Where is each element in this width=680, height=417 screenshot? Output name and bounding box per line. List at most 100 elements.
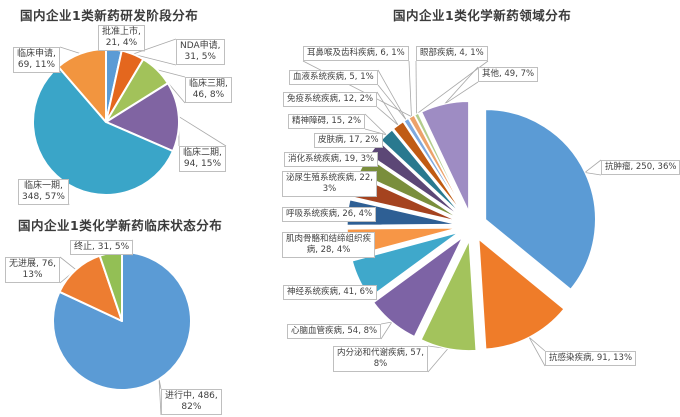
data-label-line: 13% (22, 270, 43, 280)
data-label: 无进展, 76, 13% (5, 257, 61, 283)
leader-line (158, 379, 162, 416)
leader-line (377, 69, 407, 120)
leader-line (376, 106, 399, 126)
data-label-line: 82% (181, 402, 202, 412)
data-label: 消化系统疾病, 19, 3% (284, 152, 379, 167)
data-label-line: 348, 57% (22, 192, 65, 202)
data-label: 进行中, 486, 82% (161, 389, 222, 415)
leader-line (380, 321, 393, 340)
data-label-line: 临床申请, (17, 49, 56, 59)
data-label: 其他, 49, 7% (478, 67, 539, 82)
leader-line (444, 66, 479, 105)
pie-slice (373, 236, 463, 338)
chart-title-therapy-area: 国内企业1类化学新药领域分布 (393, 8, 572, 23)
data-label: 耳鼻喉及齿科疾病, 6, 1% (303, 46, 409, 61)
pie-slice (58, 254, 123, 322)
data-label: 临床申请, 69, 11% (13, 47, 60, 73)
leader-line (132, 38, 177, 55)
data-label-line: 病, 28, 4% (306, 245, 351, 255)
data-label-line: 内分泌和代谢疾病, 57, (337, 348, 424, 358)
data-label-line: 心脑血管疾病, 54, 8% (291, 326, 378, 336)
leader-line (427, 348, 449, 373)
data-label-line: 精神障碍, 15, 2% (292, 116, 362, 126)
data-label: 泌尿生殖系统疾病, 22, 3% (282, 171, 377, 197)
data-label: NDA申请, 31, 5% (176, 39, 225, 65)
pie-slice (408, 114, 466, 214)
data-label: 精神障碍, 15, 2% (288, 114, 366, 129)
leader-line (59, 46, 81, 54)
data-label-line: 抗肿瘤, 250, 36% (605, 162, 677, 172)
data-label: 心脑血管疾病, 54, 8% (287, 324, 382, 339)
leader-line (377, 84, 407, 121)
data-label: 临床二期, 94, 15% (179, 146, 226, 172)
leader-line (132, 53, 177, 66)
data-label-line: 皮肤病, 17, 2% (318, 135, 379, 145)
leader-line (380, 321, 393, 325)
leader-line (364, 128, 387, 136)
data-label-line: 免疫系统疾病, 12, 2% (287, 94, 374, 104)
pie-slice (478, 238, 565, 350)
data-label-line: 8% (373, 359, 388, 369)
leader-line (584, 172, 602, 176)
data-label-line: 其他, 49, 7% (482, 69, 535, 79)
data-label-line: 泌尿生殖系统疾病, 22, (286, 173, 373, 183)
leader-line (528, 337, 546, 367)
leader-line (584, 159, 602, 173)
data-label-line: 无进展, 76, (9, 259, 57, 269)
data-label-line: 批准上市, (102, 27, 141, 37)
data-label: 抗肿瘤, 250, 36% (601, 160, 680, 175)
leader-line (444, 81, 479, 105)
data-label: 肌肉骨骼和结缔组织疾 病, 28, 4% (282, 232, 376, 258)
data-label-line: 临床三期, (189, 79, 228, 89)
data-label-line: 神经系统疾病, 41, 6% (287, 287, 374, 297)
data-label-line: NDA申请, (180, 41, 221, 51)
data-label-line: 耳鼻喉及齿科疾病, 6, 1% (307, 48, 405, 58)
pie-slice (105, 82, 180, 153)
pie-slice (484, 108, 597, 290)
data-label-line: 终止, 31, 5% (74, 242, 130, 252)
pie-slice (403, 117, 465, 214)
data-label: 批准上市, 21, 4% (98, 25, 145, 51)
leader-line (178, 116, 227, 147)
pie-slice (421, 100, 470, 212)
leader-line (528, 336, 546, 352)
data-label-line: 46, 8% (192, 90, 225, 100)
data-label-line: 进行中, 486, (165, 391, 218, 401)
leader-line (416, 60, 489, 115)
data-label-line: 呼吸系统疾病, 26, 4% (286, 209, 373, 219)
data-label-line: 21, 4% (105, 38, 138, 48)
data-label: 血液系统疾病, 5, 1% (289, 70, 378, 85)
data-label-line: 眼部疾病, 4, 1% (420, 48, 484, 58)
data-label: 皮肤病, 17, 2% (314, 133, 383, 148)
data-label-line: 消化系统疾病, 19, 3% (288, 154, 375, 164)
data-label-line: 94, 15% (183, 159, 222, 169)
data-label: 神经系统疾病, 41, 6% (283, 285, 378, 300)
leader-line (59, 256, 77, 270)
leader-line (364, 113, 387, 136)
data-label-line: 临床一期, (24, 181, 63, 191)
data-label-line: 69, 11% (17, 60, 56, 70)
data-label-line: 肌肉骨骼和结缔组织疾 (286, 234, 372, 244)
pie-slice (414, 112, 466, 214)
data-label-line: 抗感染疾病, 91, 13% (549, 353, 633, 363)
data-label-line: 临床二期, (183, 148, 222, 158)
data-label: 临床三期, 46, 8% (185, 77, 232, 103)
data-label: 内分泌和代谢疾病, 57, 8% (333, 346, 428, 372)
chart-title-clinical-status: 国内企业1类化学新药临床状态分布 (18, 218, 223, 233)
leader-line (376, 91, 399, 126)
leader-line (408, 60, 412, 117)
chart-title-rd-stage: 国内企业1类新药研发阶段分布 (20, 8, 199, 23)
pie-slice (420, 240, 477, 352)
data-label: 呼吸系统疾病, 26, 4% (282, 207, 377, 222)
data-label-line: 血液系统疾病, 5, 1% (293, 72, 374, 82)
data-label: 免疫系统疾病, 12, 2% (283, 92, 378, 107)
data-label: 抗感染疾病, 91, 13% (545, 351, 637, 366)
data-label: 眼部疾病, 4, 1% (416, 46, 488, 61)
pie-slice (392, 121, 464, 215)
leader-line (156, 69, 186, 78)
data-label-line: 31, 5% (184, 52, 216, 62)
data-label: 临床一期, 348, 57% (18, 179, 69, 205)
data-label-line: 3% (322, 184, 337, 194)
data-label: 终止, 31, 5% (70, 240, 134, 255)
